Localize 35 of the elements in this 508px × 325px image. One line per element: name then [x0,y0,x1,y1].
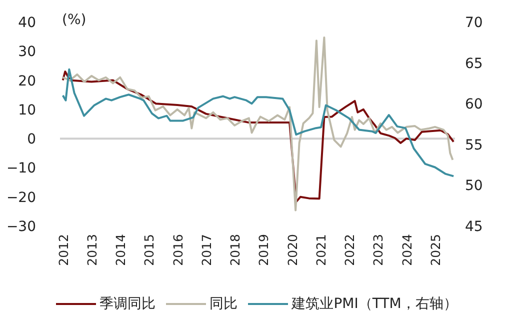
legend-label: 季调同比 [100,295,156,313]
x-tick-label: 2016 [170,234,186,266]
y-tick-label: 30 [18,44,36,60]
legend-label: 建筑业PMI（TTM，右轴） [292,295,458,313]
y2-tick-label: 55 [465,137,483,154]
y-tick-label: 0 [27,132,36,148]
x-tick-label: 2013 [84,234,100,266]
y2-tick-label: 50 [465,178,483,194]
x-tick-label: 2020 [284,234,300,266]
x-tick-label: 2024 [399,234,414,266]
y-tick-label: 40 [18,14,36,31]
x-tick-label: 2019 [256,234,272,266]
line-series [62,70,455,203]
x-tick-label: 2025 [428,234,443,266]
y2-tick-label: 60 [465,96,483,113]
line-series [62,68,455,178]
y-axis-title: (%) [62,12,86,28]
x-tick-label: 2021 [313,234,328,266]
x-tick-label: 2022 [342,234,358,266]
y-tick-label: 20 [18,73,36,90]
y-tick-label: −10 [6,160,36,177]
y2-tick-label: 70 [465,14,483,31]
y2-tick-label: 45 [465,218,483,235]
x-tick-label: 2023 [370,234,386,266]
y-tick-label: −20 [6,190,36,206]
x-tick-label: 2018 [228,234,243,266]
legend-label: 同比 [210,295,238,313]
y-tick-label: 10 [18,102,36,118]
y-tick-label: −30 [6,218,36,235]
x-tick-label: 2012 [56,234,71,266]
y2-tick-label: 65 [465,56,483,72]
x-tick-label: 2015 [142,234,157,266]
line-series [62,36,454,212]
x-tick-label: 2014 [113,234,128,266]
x-tick-label: 2017 [198,234,214,266]
